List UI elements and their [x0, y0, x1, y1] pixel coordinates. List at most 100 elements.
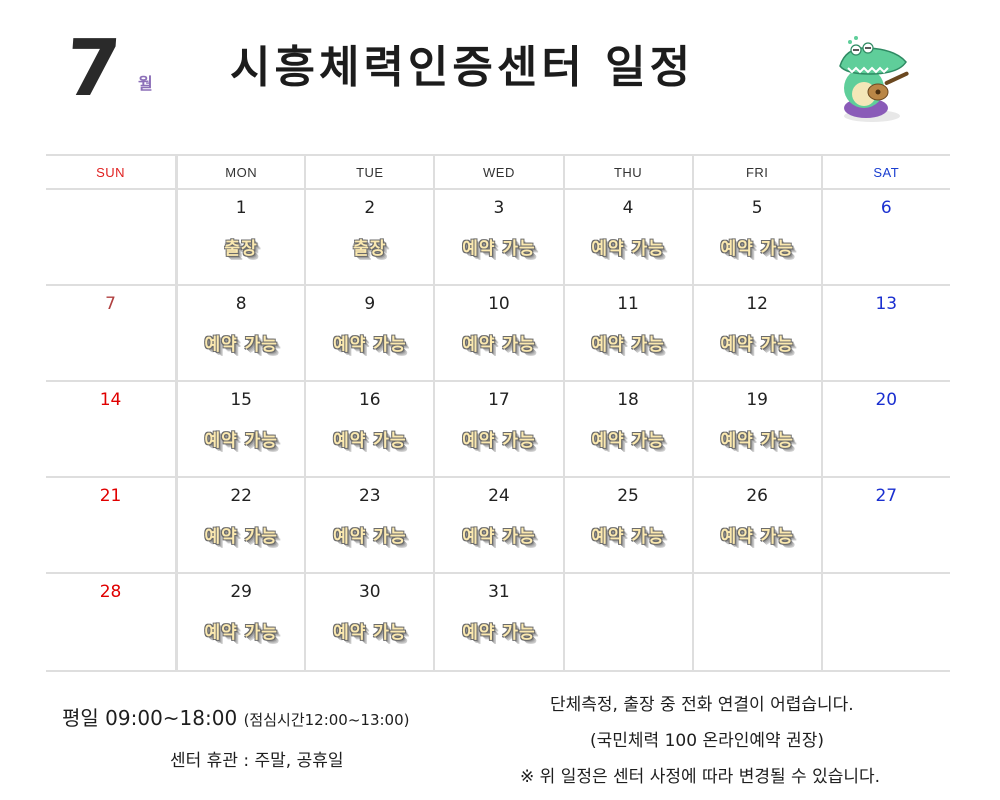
- day-number: 4: [622, 198, 634, 218]
- month-label: 월: [138, 74, 153, 93]
- day-number: 2: [364, 198, 376, 218]
- dow-thu: THU: [562, 156, 692, 188]
- day-number: 3: [493, 198, 505, 218]
- day-number: 31: [488, 582, 510, 602]
- page-title: 시흥체력인증센터 일정: [230, 42, 695, 93]
- crocodile-mascot-icon: [839, 36, 909, 122]
- notice-line-2: (국민체력 100 온라인예약 권장): [590, 731, 824, 751]
- day-number: 28: [99, 582, 122, 602]
- day-cell[interactable]: 22 예약 가능: [175, 478, 304, 572]
- day-cell[interactable]: 11 예약 가능: [562, 286, 692, 380]
- day-number: 8: [235, 294, 247, 314]
- booking-available-badge: 예약 가능: [462, 335, 536, 355]
- day-number: 5: [751, 198, 763, 218]
- booking-available-badge: 예약 가능: [591, 527, 665, 547]
- day-cell[interactable]: 23 예약 가능: [304, 478, 433, 572]
- day-cell[interactable]: 30 예약 가능: [304, 574, 433, 670]
- booking-available-badge: 예약 가능: [462, 239, 536, 259]
- day-cell: [562, 574, 692, 670]
- booking-available-badge: 예약 가능: [333, 335, 407, 355]
- day-number: 17: [488, 390, 510, 410]
- day-number: 11: [617, 294, 639, 314]
- office-hours: 평일 09:00~18:00 (점심시간12:00~13:00): [62, 702, 410, 731]
- day-number: 10: [488, 294, 510, 314]
- day-cell[interactable]: 14: [46, 382, 175, 476]
- day-number: 13: [875, 294, 898, 314]
- calendar-week-row: 28 29 예약 가능 30 예약 가능 31 예약 가능: [46, 574, 950, 670]
- closed-days: 센터 휴관 : 주말, 공휴일: [170, 751, 344, 771]
- day-cell[interactable]: 27: [820, 478, 950, 572]
- day-number: 15: [230, 390, 252, 410]
- day-cell[interactable]: 25 예약 가능: [562, 478, 692, 572]
- day-number: 16: [358, 390, 381, 410]
- day-cell[interactable]: 17 예약 가능: [433, 382, 562, 476]
- notice-line-3: ※ 위 일정은 센터 사정에 따라 변경될 수 있습니다.: [520, 767, 881, 787]
- dow-fri: FRI: [691, 156, 821, 188]
- day-number: 6: [880, 198, 892, 218]
- day-number: 12: [746, 294, 768, 314]
- booking-available-badge: 예약 가능: [720, 335, 794, 355]
- calendar-week-row: 14 15 예약 가능 16 예약 가능 17 예약 가능 18 예약 가능 19 예약 가능 20: [46, 382, 950, 478]
- day-cell[interactable]: 13: [820, 286, 950, 380]
- booking-available-badge: 예약 가능: [462, 623, 536, 643]
- lunch-hours: (점심시간12:00~13:00): [243, 711, 410, 729]
- day-cell[interactable]: 16 예약 가능: [304, 382, 433, 476]
- calendar-week-row: 21 22 예약 가능 23 예약 가능 24 예약 가능 25 예약 가능 26 예약 가능 27: [46, 478, 950, 574]
- day-cell: [691, 574, 821, 670]
- day-number: 23: [358, 486, 381, 506]
- booking-available-badge: 예약 가능: [333, 623, 407, 643]
- day-cell[interactable]: 4 예약 가능: [562, 190, 692, 284]
- notice-line-1: 단체측정, 출장 중 전화 연결이 어렵습니다.: [550, 695, 854, 715]
- booking-available-badge: 예약 가능: [333, 431, 407, 451]
- day-number: 18: [617, 390, 639, 410]
- day-cell[interactable]: 10 예약 가능: [433, 286, 562, 380]
- day-cell[interactable]: 15 예약 가능: [175, 382, 304, 476]
- day-cell[interactable]: 18 예약 가능: [562, 382, 692, 476]
- calendar-week-row: 1 출장 2 출장 3 예약 가능 4 예약 가능 5 예약 가능 6: [46, 190, 950, 286]
- weekday-hours: 평일 09:00~18:00: [62, 706, 238, 730]
- day-cell[interactable]: 6: [820, 190, 950, 284]
- dow-sat: SAT: [820, 156, 950, 188]
- day-number: 19: [746, 390, 768, 410]
- day-number: 24: [488, 486, 510, 506]
- booking-available-badge: 예약 가능: [204, 431, 278, 451]
- month-number: 7: [62, 24, 124, 114]
- day-cell[interactable]: 3 예약 가능: [433, 190, 562, 284]
- day-cell[interactable]: 28: [46, 574, 175, 670]
- booking-available-badge: 예약 가능: [204, 623, 278, 643]
- day-number: 29: [230, 582, 252, 602]
- booking-available-badge: 예약 가능: [591, 335, 665, 355]
- day-cell[interactable]: 12 예약 가능: [691, 286, 821, 380]
- day-number: 26: [746, 486, 768, 506]
- day-cell[interactable]: 9 예약 가능: [304, 286, 433, 380]
- day-cell: [46, 190, 175, 284]
- day-cell[interactable]: 24 예약 가능: [433, 478, 562, 572]
- booking-available-badge: 예약 가능: [462, 527, 536, 547]
- day-cell[interactable]: 26 예약 가능: [691, 478, 821, 572]
- day-cell[interactable]: 8 예약 가능: [175, 286, 304, 380]
- dow-tue: TUE: [304, 156, 433, 188]
- calendar-header-row: SUN MON TUE WED THU FRI SAT: [46, 156, 950, 190]
- day-cell[interactable]: 7: [46, 286, 175, 380]
- day-number: 7: [105, 294, 116, 314]
- booking-available-badge: 예약 가능: [204, 527, 278, 547]
- booking-available-badge: 예약 가능: [591, 239, 665, 259]
- dow-mon: MON: [175, 156, 304, 188]
- day-cell[interactable]: 19 예약 가능: [691, 382, 821, 476]
- calendar-grid: SUN MON TUE WED THU FRI SAT 1 출장 2 출장 3 예약 가능…: [46, 154, 950, 672]
- day-number: 30: [358, 582, 381, 602]
- booking-available-badge: 예약 가능: [462, 431, 536, 451]
- day-cell[interactable]: 31 예약 가능: [433, 574, 562, 670]
- day-cell[interactable]: 29 예약 가능: [175, 574, 304, 670]
- business-trip-badge: 출장: [353, 239, 387, 259]
- day-number: 1: [235, 198, 247, 218]
- day-cell[interactable]: 21: [46, 478, 175, 572]
- day-cell[interactable]: 1 출장: [175, 190, 304, 284]
- day-cell[interactable]: 5 예약 가능: [691, 190, 821, 284]
- day-cell: [820, 574, 950, 670]
- booking-available-badge: 예약 가능: [720, 239, 794, 259]
- day-cell[interactable]: 2 출장: [304, 190, 433, 284]
- calendar-week-row: 7 8 예약 가능 9 예약 가능 10 예약 가능 11 예약 가능 12 예약 가능 13: [46, 286, 950, 382]
- day-cell[interactable]: 20: [820, 382, 950, 476]
- calendar-weeks: 1 출장 2 출장 3 예약 가능 4 예약 가능 5 예약 가능 6 7 8 예약 가능 9 예약 가능 10…: [46, 190, 950, 670]
